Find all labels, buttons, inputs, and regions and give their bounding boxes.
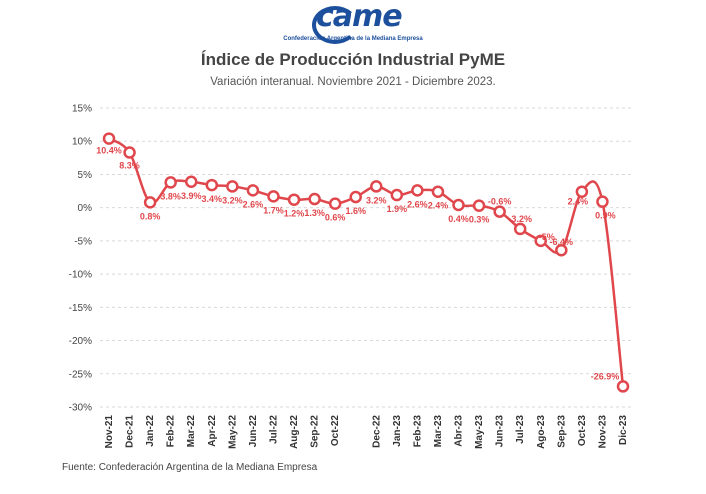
data-label: 0.6% xyxy=(325,213,346,223)
x-tick-label: Jan-23 xyxy=(392,415,403,447)
y-tick-label: -30% xyxy=(69,403,92,414)
data-point xyxy=(411,184,424,197)
y-tick-label: -25% xyxy=(69,369,92,380)
x-tick-label: Abr-23 xyxy=(454,415,465,447)
x-tick-label: Apr-22 xyxy=(207,415,218,447)
x-tick-label: Jan-22 xyxy=(145,415,156,447)
data-point xyxy=(205,178,219,192)
x-tick-label: Mar-23 xyxy=(433,415,444,448)
data-point xyxy=(246,184,260,197)
x-tick-label: Dec-22 xyxy=(371,415,382,448)
x-tick-label: May-23 xyxy=(474,415,485,449)
data-point xyxy=(164,176,177,189)
data-label: 8.3% xyxy=(119,161,140,171)
data-label: 0.8% xyxy=(140,211,161,221)
x-tick-label: Ago-23 xyxy=(536,415,547,449)
data-label: 3.9% xyxy=(181,191,202,201)
chart-subtitle: Variación interanual. Noviembre 2021 - D… xyxy=(210,76,496,88)
data-point xyxy=(493,205,506,218)
x-tick-label: Aug-22 xyxy=(289,415,300,449)
data-label: 1.3% xyxy=(304,208,325,218)
data-label: 2.6% xyxy=(407,199,428,209)
data-point xyxy=(308,192,321,206)
x-tick-label: Dec-21 xyxy=(125,415,136,448)
data-point xyxy=(267,190,280,203)
data-label: -0.6% xyxy=(488,197,512,207)
data-label: 1.6% xyxy=(345,206,366,216)
data-label: -26.9% xyxy=(591,371,620,381)
logo-wordmark: came xyxy=(316,0,403,34)
data-label: 0.9% xyxy=(595,211,616,221)
data-label: 1.7% xyxy=(263,205,284,215)
logo-caption: Confederación Argentina de la Mediana Em… xyxy=(283,36,423,42)
x-tick-label: Nov-23 xyxy=(597,415,608,449)
data-label: -5% xyxy=(539,232,555,242)
data-point xyxy=(513,222,527,236)
y-tick-label: -10% xyxy=(69,270,92,281)
x-tick-label: Oct-22 xyxy=(330,415,341,447)
source-note: Fuente: Confederación Argentina de la Me… xyxy=(62,462,318,473)
x-tick-label: Jun-22 xyxy=(248,415,259,448)
x-tick-label: Jul-22 xyxy=(268,415,279,444)
logo-ring-shape xyxy=(312,6,358,44)
data-label: 3.2% xyxy=(366,195,387,205)
y-tick-label: 0% xyxy=(78,203,93,214)
data-point xyxy=(328,197,342,210)
x-tick-label: Oct-23 xyxy=(577,415,588,447)
data-label: 3.8% xyxy=(160,191,181,201)
chart-title: Índice de Producción Industrial PyME xyxy=(200,50,506,69)
data-point xyxy=(370,180,383,193)
x-tick-label: Sep-23 xyxy=(556,415,567,448)
data-point xyxy=(123,146,136,159)
data-point xyxy=(534,234,548,248)
data-label: 2.6% xyxy=(243,199,264,209)
data-point xyxy=(575,185,589,198)
x-tick-label: Nov-21 xyxy=(104,415,115,449)
came-logo: came Confederación Argentina de la Media… xyxy=(276,0,430,46)
x-tick-label: May-22 xyxy=(227,415,238,449)
x-tick-label: Dic-23 xyxy=(618,415,629,445)
data-point xyxy=(184,175,198,189)
data-label: 10.4% xyxy=(96,146,122,156)
series-line xyxy=(108,137,625,387)
data-label: 1.2% xyxy=(284,209,305,219)
data-label: 1.9% xyxy=(387,204,408,214)
data-point xyxy=(596,195,609,208)
data-label: -3.2% xyxy=(508,214,532,224)
data-point xyxy=(431,185,445,198)
data-point xyxy=(287,193,301,206)
x-tick-label: Jun-23 xyxy=(495,415,506,448)
data-point xyxy=(452,198,465,212)
y-tick-label: -20% xyxy=(69,336,92,347)
x-tick-label: Sep-22 xyxy=(310,415,321,448)
data-point xyxy=(390,188,404,202)
x-tick-label: Feb-23 xyxy=(412,415,423,448)
data-label: 2.4% xyxy=(568,197,589,207)
data-point xyxy=(102,132,116,145)
y-tick-label: -5% xyxy=(74,236,92,247)
x-tick-label: Feb-22 xyxy=(166,415,177,448)
data-label: 3.4% xyxy=(202,194,223,204)
data-label: 0.3% xyxy=(469,215,490,225)
data-point xyxy=(616,380,630,393)
y-tick-label: 15% xyxy=(72,104,92,115)
data-point xyxy=(226,180,239,193)
data-point xyxy=(143,196,157,209)
x-tick-label: Mar-22 xyxy=(186,415,197,448)
data-label: 3.2% xyxy=(222,195,243,205)
data-point xyxy=(349,190,362,204)
data-point xyxy=(555,243,568,257)
data-label: 2.4% xyxy=(428,201,449,211)
data-label: 0.4% xyxy=(448,214,469,224)
data-label: -6.4% xyxy=(550,237,574,247)
y-tick-label: 5% xyxy=(78,170,93,181)
data-point xyxy=(472,199,486,212)
y-tick-label: -15% xyxy=(69,303,92,314)
y-tick-label: 10% xyxy=(72,137,92,148)
x-tick-label: Jul-23 xyxy=(515,415,526,444)
